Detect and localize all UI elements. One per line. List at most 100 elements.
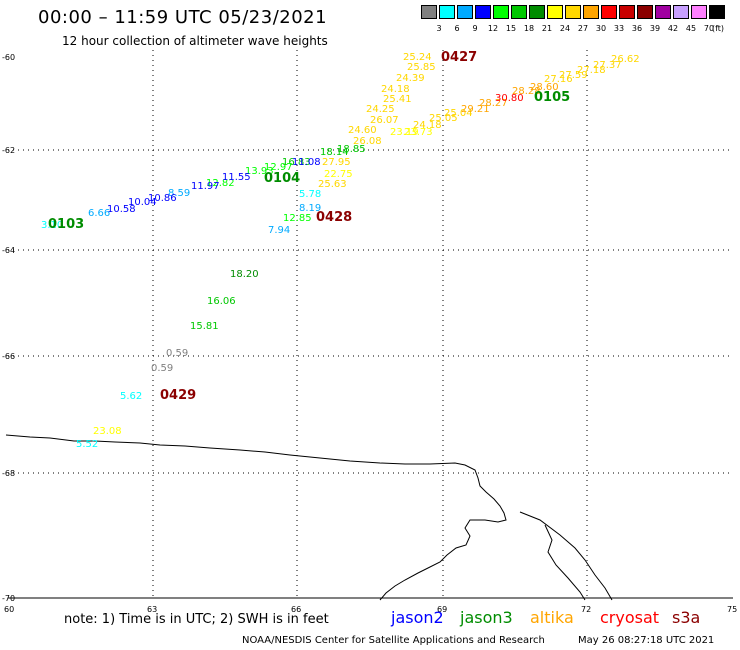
- footer-note: note: 1) Time is in UTC; 2) SWH is in fe…: [64, 612, 329, 627]
- longitude-label: 75: [727, 605, 737, 614]
- fast-ice-edge: [519, 511, 613, 601]
- wave-height-observation: 3.10: [41, 220, 63, 231]
- antarctic-coastline: [5, 434, 507, 601]
- wave-height-observation: 28.60: [530, 82, 559, 93]
- color-swatch: [619, 5, 635, 19]
- color-scale-label: 18: [523, 24, 535, 33]
- wave-height-observation: 26.08: [353, 136, 382, 147]
- graticule: -60 -62 -64 -66 -68 -70 60 63 66 69 72 75: [2, 50, 737, 614]
- color-swatch: [457, 5, 473, 19]
- satellite-jason2: jason2: [391, 608, 444, 627]
- wave-height-observation: 30.80: [495, 93, 524, 104]
- wave-height-observation: 12.97: [264, 162, 293, 173]
- color-swatch: [421, 5, 437, 19]
- pass-time-label: 0429: [160, 388, 196, 403]
- color-scale-label: 39: [649, 24, 661, 33]
- wave-height-observation: 10.58: [107, 204, 136, 215]
- wave-height-observation: 24.39: [396, 73, 425, 84]
- latitude-label: -68: [2, 469, 15, 478]
- wave-height-observation: 26.62: [611, 54, 640, 65]
- wave-height-observation: 28.28: [512, 86, 541, 97]
- color-scale-label: 33: [613, 24, 625, 33]
- pass-time-label: 0103: [48, 217, 84, 232]
- color-swatch: [709, 5, 725, 19]
- wave-height-observation: 11.97: [191, 181, 220, 192]
- footer-credit: NOAA/NESDIS Center for Satellite Applica…: [242, 635, 545, 646]
- wave-height-observation: 27.16: [544, 74, 573, 85]
- wave-height-observation: 27.59: [559, 70, 588, 81]
- fast-ice-edge: [544, 524, 586, 601]
- wave-height-observation: 26.07: [370, 115, 399, 126]
- color-swatch: [673, 5, 689, 19]
- wave-height-observation: 12.85: [283, 213, 312, 224]
- color-scale-label: 27: [577, 24, 589, 33]
- wave-height-observation: 25.85: [407, 62, 436, 73]
- wave-height-observation: 5.52: [76, 439, 98, 450]
- satellite-altika: altika: [530, 608, 574, 627]
- wave-height-observation: 7.94: [268, 225, 290, 236]
- longitude-label: 60: [4, 605, 14, 614]
- wave-height-observation: 18.85: [337, 144, 366, 155]
- color-scale-label: 12: [487, 24, 499, 33]
- color-scale-label: 9: [472, 24, 478, 33]
- color-swatch: [511, 5, 527, 19]
- color-swatch: [439, 5, 455, 19]
- wave-height-observation: 8.19: [299, 203, 321, 214]
- color-scale-label: 42: [667, 24, 679, 33]
- wave-height-observation: 25.24: [403, 52, 432, 63]
- color-scale-label: 6: [454, 24, 460, 33]
- longitude-label: 63: [147, 605, 157, 614]
- color-scale-label: 21: [541, 24, 553, 33]
- wave-height-observation: 18.14: [320, 147, 349, 158]
- color-swatch: [691, 5, 707, 19]
- wave-height-observation: 24.18: [381, 84, 410, 95]
- footer-timestamp: May 26 08:27:18 UTC 2021: [578, 635, 715, 646]
- map-title: 00:00 – 11:59 UTC 05/23/2021: [38, 7, 328, 28]
- pass-time-label: 0427: [441, 50, 477, 65]
- pass-time-label: 0104: [264, 171, 300, 186]
- color-scale-label: 15: [505, 24, 517, 33]
- wave-height-observation: 6.66: [88, 208, 110, 219]
- longitude-label: 69: [437, 605, 447, 614]
- color-scale-label: 3: [436, 24, 442, 33]
- wave-height-observation: 5.62: [120, 391, 142, 402]
- wave-height-observation: 10.86: [148, 193, 177, 204]
- color-scale-label: 30: [595, 24, 607, 33]
- color-swatch: [547, 5, 563, 19]
- color-swatch: [655, 5, 671, 19]
- wave-height-observation: 28.27: [479, 98, 508, 109]
- color-scale-label: 36: [631, 24, 643, 33]
- color-swatch: [475, 5, 491, 19]
- wave-height-observation: 25.04: [444, 108, 473, 119]
- latitude-label: -70: [2, 594, 15, 603]
- wave-height-observation: 29.21: [461, 104, 490, 115]
- color-scale-label: 24: [559, 24, 571, 33]
- wave-height-observation: 23.73: [404, 127, 433, 138]
- satellite-cryosat: cryosat: [600, 608, 660, 627]
- wave-height-observation: 18.20: [230, 269, 259, 280]
- wave-height-observation: 8.59: [168, 188, 190, 199]
- map-subtitle: 12 hour collection of altimeter wave hei…: [62, 34, 328, 48]
- latitude-label: -60: [2, 53, 15, 62]
- wave-height-observation: 13.93: [245, 166, 274, 177]
- wave-height-observation: 25.63: [318, 179, 347, 190]
- longitude-label: 66: [291, 605, 301, 614]
- wave-height-observation: 27.18: [577, 65, 606, 76]
- wave-height-observation: 0.59: [166, 348, 188, 359]
- color-swatch: [637, 5, 653, 19]
- wave-height-observation: 24.25: [366, 104, 395, 115]
- observation-layer: 25.2425.8524.3924.1825.4124.2526.0724.60…: [41, 52, 640, 450]
- color-scale-unit: (ft): [712, 24, 725, 33]
- longitude-label: 72: [581, 605, 591, 614]
- color-swatch: [601, 5, 617, 19]
- pass-time-label: 0428: [316, 210, 352, 225]
- color-swatch: [529, 5, 545, 19]
- pass-time-label: 0105: [534, 90, 570, 105]
- wave-height-observation: 10.04: [128, 197, 157, 208]
- color-swatch: [565, 5, 581, 19]
- wave-height-observation: 16.83: [282, 157, 311, 168]
- wave-height-observation: 16.06: [207, 296, 236, 307]
- wave-height-observation: 27.37: [593, 60, 622, 71]
- wave-height-observation: 23.08: [93, 426, 122, 437]
